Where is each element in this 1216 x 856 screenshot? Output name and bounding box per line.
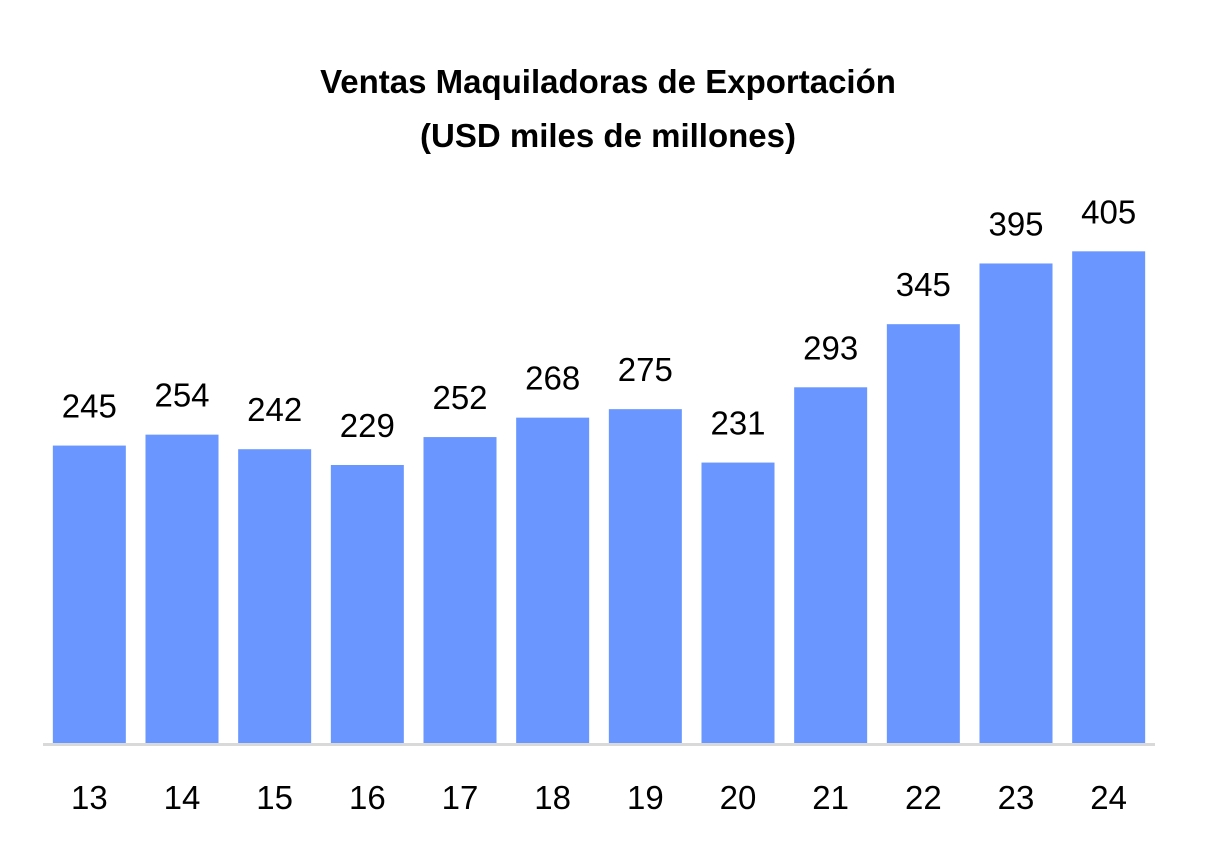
data-label-22: 345 — [896, 266, 951, 303]
data-labels-group: 245 254 242 229 252 268 275 231 293 345 395 405 — [62, 193, 1136, 444]
data-label-20: 231 — [710, 405, 765, 442]
x-tick-label-20: 20 — [720, 779, 757, 816]
x-tick-label-13: 13 — [71, 779, 108, 816]
x-tick-labels-group: 13 14 15 16 17 18 19 20 21 22 23 24 — [71, 779, 1127, 816]
bars-group — [52, 251, 1146, 743]
bar-24 — [1072, 251, 1146, 743]
bar-23 — [979, 263, 1053, 743]
x-tick-label-18: 18 — [534, 779, 571, 816]
bar-20 — [701, 462, 775, 743]
bar-21 — [794, 387, 868, 743]
data-label-15: 242 — [247, 391, 302, 428]
x-tick-label-23: 23 — [998, 779, 1035, 816]
bar-19 — [608, 409, 682, 743]
data-label-17: 252 — [432, 379, 487, 416]
chart-subtitle: (USD miles de millones) — [420, 117, 796, 154]
data-label-19: 275 — [618, 351, 673, 388]
x-tick-label-21: 21 — [812, 779, 849, 816]
x-tick-label-19: 19 — [627, 779, 664, 816]
chart-title: Ventas Maquiladoras de Exportación — [320, 63, 896, 100]
x-tick-label-24: 24 — [1090, 779, 1127, 816]
bar-15 — [238, 449, 312, 743]
x-tick-label-17: 17 — [442, 779, 479, 816]
bar-14 — [145, 434, 219, 743]
data-label-13: 245 — [62, 388, 117, 425]
chart-title-block: Ventas Maquiladoras de Exportación (USD … — [0, 55, 1216, 163]
data-label-24: 405 — [1081, 193, 1136, 230]
x-tick-label-22: 22 — [905, 779, 942, 816]
data-label-23: 395 — [988, 205, 1043, 242]
data-label-14: 254 — [154, 377, 209, 414]
data-label-18: 268 — [525, 360, 580, 397]
data-label-16: 229 — [340, 407, 395, 444]
bar-17 — [423, 437, 497, 743]
bar-13 — [52, 445, 126, 743]
bar-18 — [516, 417, 590, 743]
bar-16 — [330, 464, 404, 743]
bar-22 — [886, 324, 960, 743]
x-tick-label-15: 15 — [256, 779, 293, 816]
x-tick-label-14: 14 — [164, 779, 201, 816]
data-label-21: 293 — [803, 329, 858, 366]
x-tick-label-16: 16 — [349, 779, 386, 816]
